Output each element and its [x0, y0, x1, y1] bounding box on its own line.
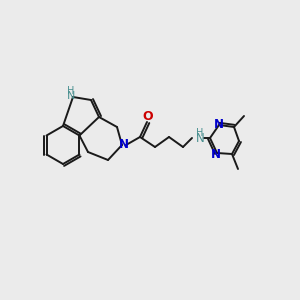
Text: N: N: [119, 139, 129, 152]
Text: H: H: [67, 86, 75, 96]
Text: O: O: [143, 110, 153, 124]
Text: H: H: [196, 128, 204, 138]
Text: N: N: [67, 91, 75, 101]
Text: N: N: [211, 148, 221, 160]
Text: N: N: [196, 131, 204, 145]
Text: N: N: [214, 118, 224, 130]
